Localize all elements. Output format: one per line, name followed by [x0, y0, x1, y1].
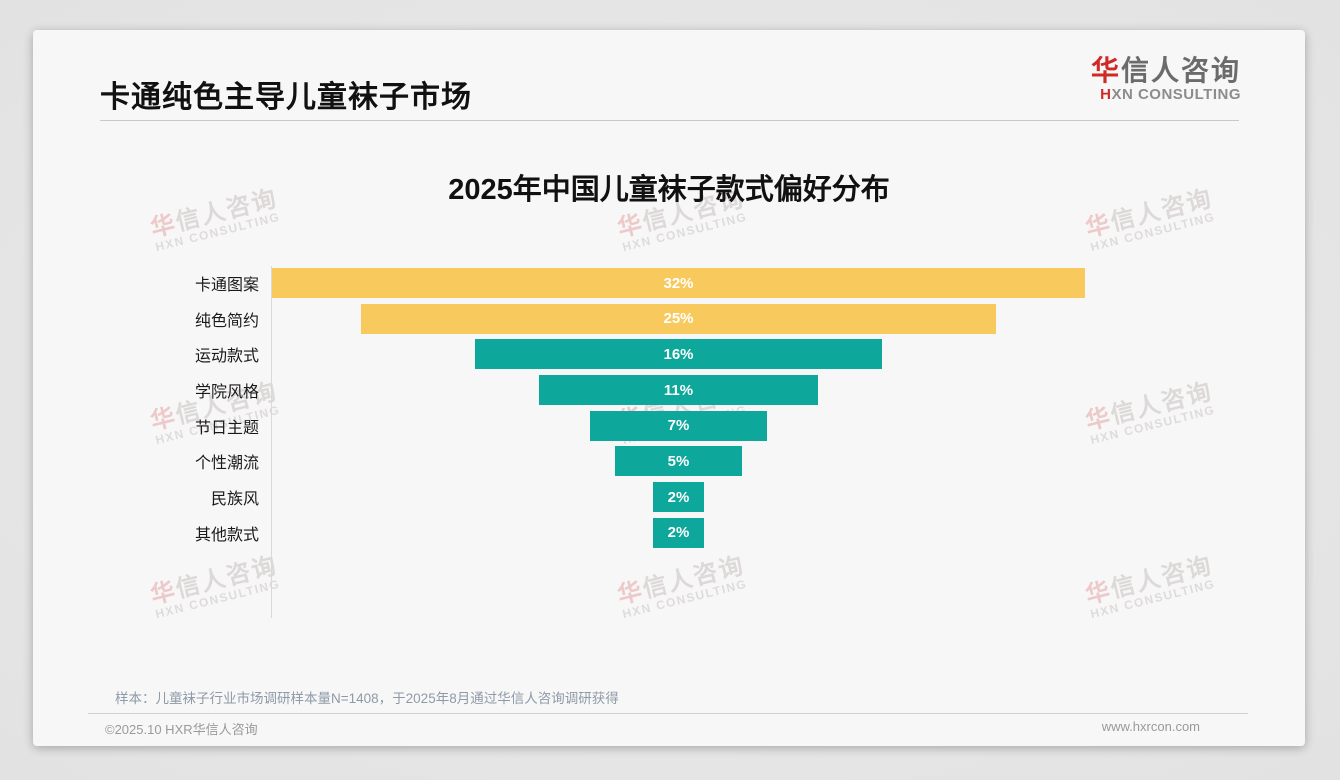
bar-track: 16%: [272, 339, 1085, 370]
funnel-bar: 11%: [538, 375, 819, 406]
category-label: 学院风格: [194, 384, 259, 402]
funnel-chart: 卡通图案 32% 纯色简约 25% 运动款式 16% 学院风格 11% 节日主题 7% 个性潮流 5%…: [33, 268, 1305, 554]
brand-english-rest: XN CONSULTING: [1111, 85, 1241, 103]
header-divider: [100, 120, 1239, 121]
bar-track: 25%: [272, 303, 1085, 334]
funnel-bar: 7%: [589, 410, 768, 441]
funnel-bar: 25%: [360, 303, 997, 334]
y-axis-line: [271, 266, 272, 618]
brand-logo-english: HXN CONSULTING: [1091, 85, 1241, 104]
bar-track: 2%: [272, 482, 1085, 513]
category-label: 纯色简约: [194, 312, 259, 330]
bar-track: 32%: [272, 268, 1085, 298]
funnel-bar: 2%: [653, 517, 704, 548]
bar-value-label: 11%: [663, 381, 694, 399]
chart-title: 2025年中国儿童袜子款式偏好分布: [448, 174, 890, 206]
bar-value-label: 2%: [667, 488, 690, 506]
sample-note: 样本：儿童袜子行业市场调研样本量N=1408，于2025年8月通过华信人咨询调研…: [115, 691, 619, 706]
bar-value-label: 7%: [667, 417, 690, 435]
bar-track: 11%: [272, 375, 1085, 406]
funnel-row: 纯色简约 25%: [33, 303, 1305, 334]
copyright-text: ©2025.10 HXR华信人咨询: [105, 722, 258, 737]
category-label: 卡通图案: [194, 277, 259, 294]
category-label: 个性潮流: [194, 455, 259, 473]
bar-value-label: 32%: [663, 274, 694, 292]
page-title: 卡通纯色主导儿童袜子市场: [100, 81, 472, 114]
category-label: 运动款式: [194, 348, 259, 366]
funnel-row: 学院风格 11%: [33, 375, 1305, 406]
report-content: 卡通纯色主导儿童袜子市场 华信人咨询 HXN CONSULTING 2025年中…: [33, 30, 1305, 746]
bar-track: 2%: [272, 517, 1085, 548]
report-card: 华信人咨询 HXN CONSULTING 华信人咨询 HXN CONSULTING 华信…: [33, 30, 1305, 746]
bar-value-label: 16%: [663, 345, 694, 363]
brand-accent-letter: H: [1100, 85, 1112, 103]
bar-track: 5%: [272, 446, 1085, 477]
brand-logo-chinese: 华信人咨询: [1090, 55, 1241, 87]
funnel-row: 其他款式 2%: [33, 517, 1305, 548]
brand-name-rest: 信人咨询: [1120, 55, 1241, 86]
brand-logo: 华信人咨询 HXN CONSULTING: [1090, 55, 1241, 104]
category-label: 节日主题: [194, 419, 259, 437]
funnel-row: 民族风 2%: [33, 482, 1305, 513]
category-label: 其他款式: [194, 526, 259, 544]
funnel-bar: 32%: [272, 268, 1085, 298]
website-link[interactable]: www.hxrcon.com: [1101, 719, 1200, 734]
funnel-bar: 16%: [475, 339, 882, 370]
footer-divider: [88, 713, 1248, 714]
bar-value-label: 2%: [667, 524, 690, 542]
brand-accent-char: 华: [1090, 55, 1121, 86]
funnel-bar: 5%: [614, 446, 743, 477]
funnel-row: 卡通图案 32%: [33, 268, 1305, 298]
category-label: 民族风: [210, 491, 259, 509]
funnel-row: 个性潮流 5%: [33, 446, 1305, 477]
funnel-row: 节日主题 7%: [33, 410, 1305, 441]
bar-value-label: 5%: [667, 452, 690, 470]
bar-value-label: 25%: [663, 310, 694, 328]
funnel-row: 运动款式 16%: [33, 339, 1305, 370]
funnel-bar: 2%: [653, 482, 704, 513]
bar-track: 7%: [272, 410, 1085, 441]
